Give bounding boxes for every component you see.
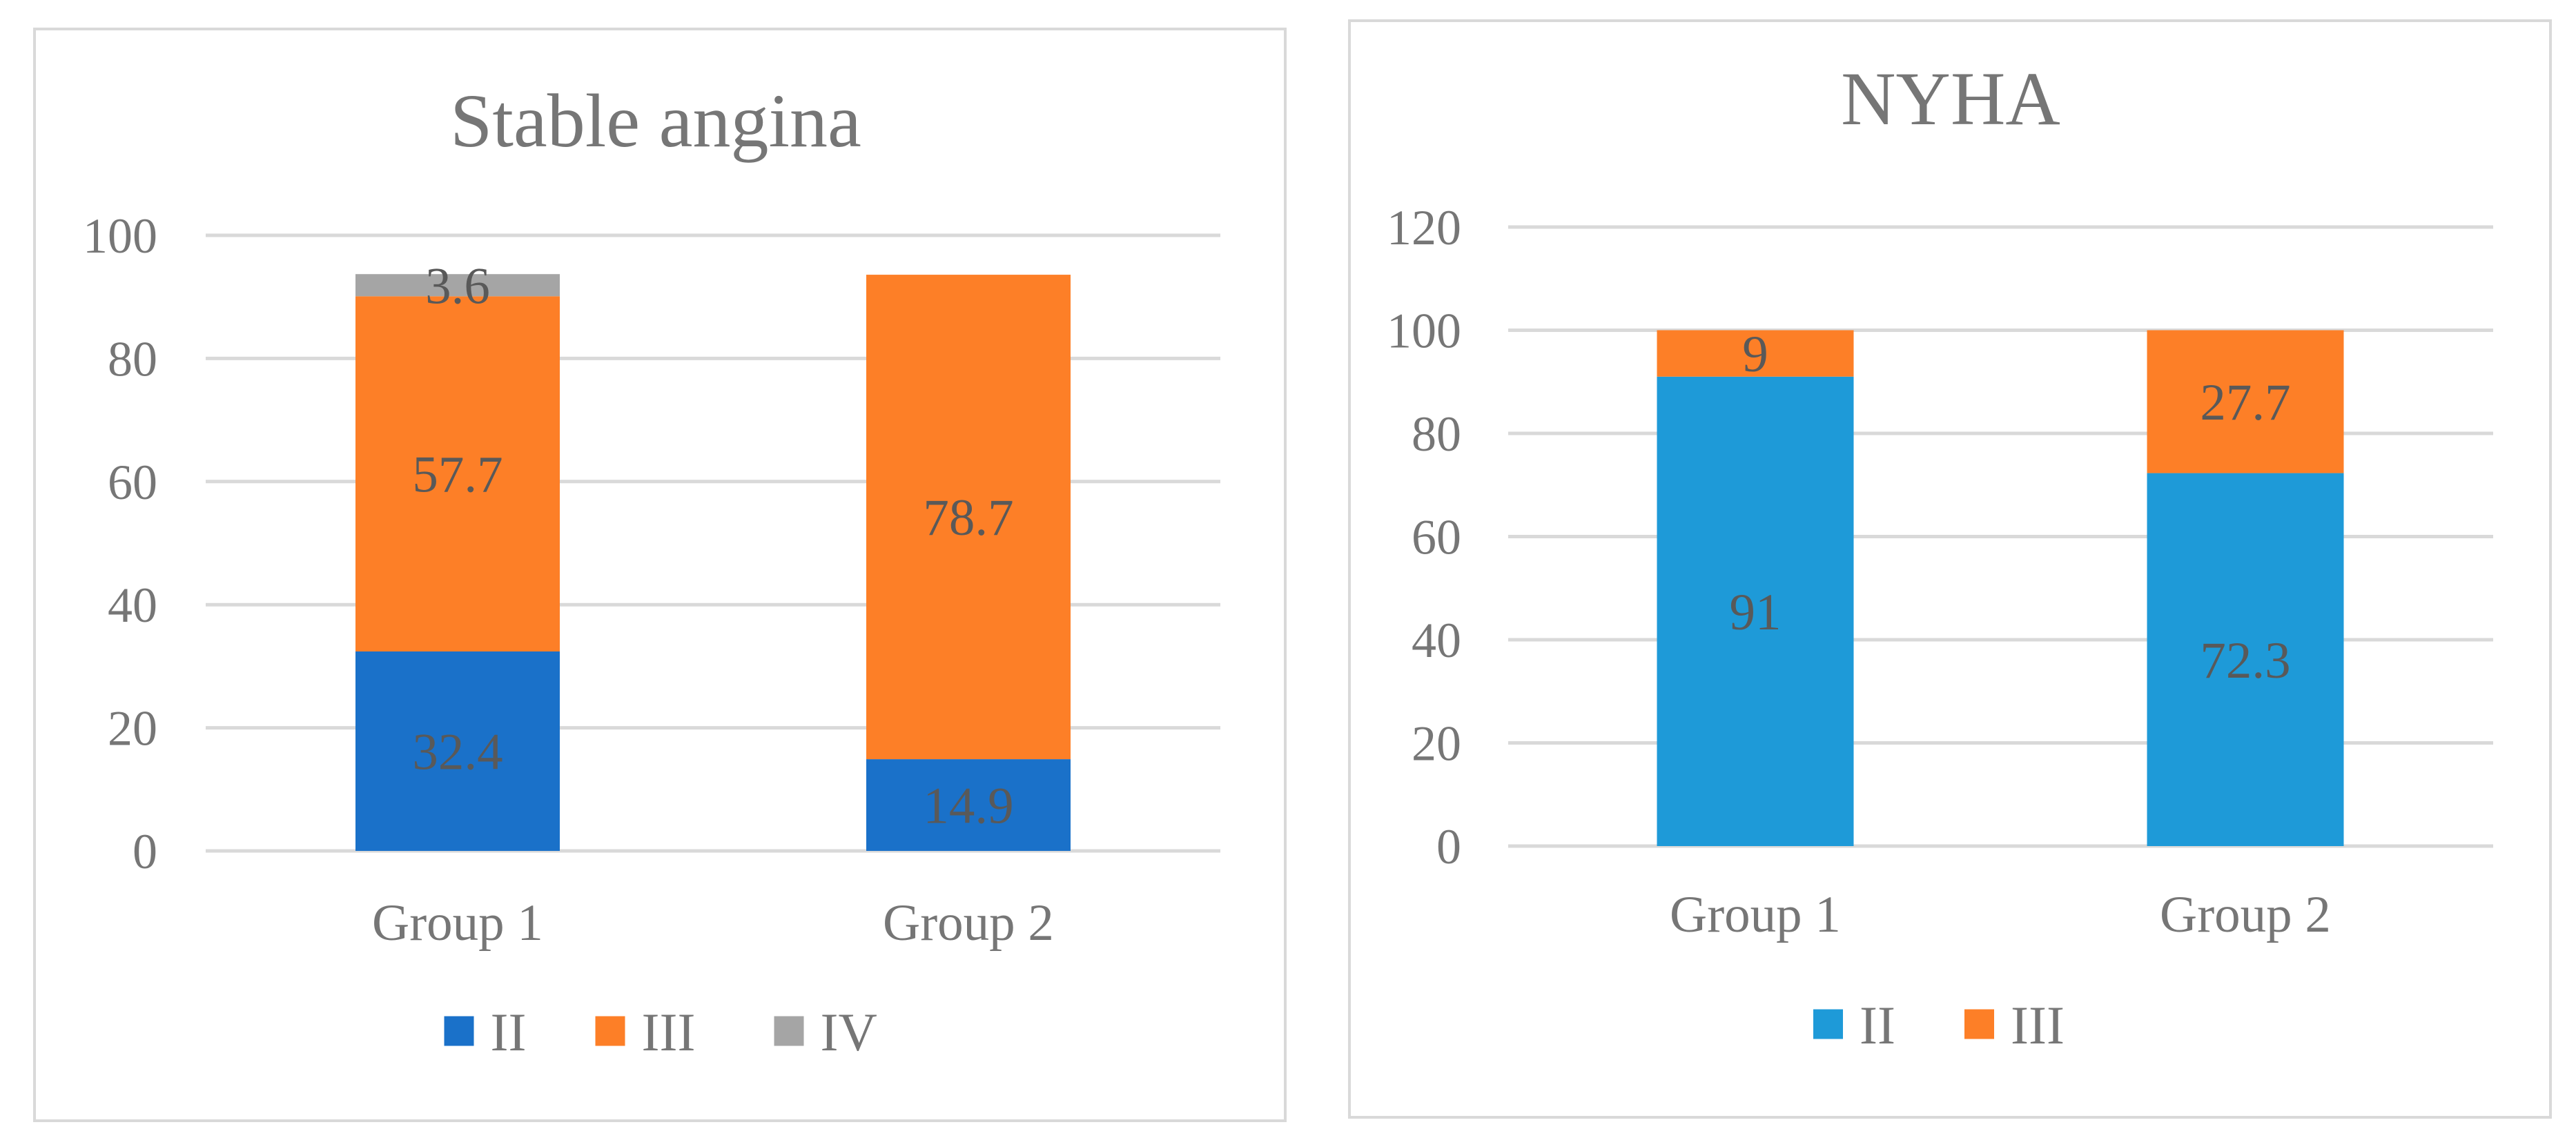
nyha-y-tick-label: 0: [1436, 819, 1461, 874]
nyha-y-tick-label: 80: [1412, 406, 1461, 462]
nyha-bar-ii-group-1: [1657, 376, 1854, 846]
stable-angina-data-label: 78.7: [923, 489, 1013, 547]
stable-angina-legend-label-iv: IV: [821, 1002, 877, 1062]
nyha-legend-swatch-ii: [1813, 1009, 1843, 1039]
nyha-chart-title: NYHA: [1841, 57, 2060, 141]
nyha-y-tick-label: 40: [1412, 613, 1461, 668]
nyha-legend: II III: [1813, 995, 2065, 1055]
stable-angina-bar-iii-group-1: [355, 296, 560, 651]
stable-angina-y-tick-label: 20: [108, 701, 157, 756]
stable-angina-chart: Stable angina 0 20 40 60 80 100 32.4 57.7 3.6 Grou…: [33, 28, 1287, 1122]
stable-angina-x-category-label: Group 1: [372, 894, 543, 952]
stable-angina-panel-border: [33, 28, 1287, 1122]
stable-angina-x-category-label: Group 2: [883, 894, 1054, 952]
stable-angina-legend-swatch-ii: [444, 1016, 474, 1046]
stable-angina-data-label: 14.9: [923, 778, 1013, 835]
stable-angina-y-tick-label: 0: [133, 824, 157, 879]
stable-angina-y-tick-label: 80: [108, 331, 157, 386]
stable-angina-y-tick-label: 100: [83, 208, 157, 264]
stable-angina-bar-iv-group-1: [355, 274, 560, 297]
stable-angina-legend-swatch-iv: [774, 1016, 804, 1046]
nyha-data-label: 91: [1730, 584, 1782, 641]
nyha-bar-iii-group-1: [1657, 330, 1854, 377]
nyha-panel-border: [1348, 19, 2552, 1119]
nyha-y-tick-label: 120: [1387, 200, 1461, 255]
stable-angina-bar-iii-group-2: [866, 275, 1071, 760]
stable-angina-data-label: 3.6: [425, 257, 490, 315]
nyha-legend-label-iii: III: [2011, 995, 2065, 1055]
stable-angina-chart-title: Stable angina: [450, 79, 861, 163]
nyha-legend-swatch-iii: [1964, 1009, 1994, 1039]
nyha-chart: NYHA 0 20 40 60 80 100 120 91 9 Group 1 72.3 27.7 Gro…: [1348, 19, 2552, 1119]
nyha-y-tick-label: 20: [1412, 716, 1461, 772]
nyha-y-tick-label: 60: [1412, 510, 1461, 565]
nyha-bar-ii-group-2: [2147, 473, 2344, 846]
nyha-data-label: 72.3: [2200, 632, 2290, 689]
stable-angina-bar-ii-group-1: [355, 651, 560, 851]
nyha-y-tick-label: 100: [1387, 304, 1461, 359]
stable-angina-y-tick-label: 40: [108, 578, 157, 633]
stable-angina-legend-swatch-iii: [595, 1016, 625, 1046]
stable-angina-legend-label-iii: III: [642, 1002, 696, 1062]
nyha-data-label: 9: [1742, 326, 1768, 383]
stable-angina-data-label: 57.7: [412, 447, 502, 504]
nyha-bar-iii-group-2: [2147, 330, 2344, 473]
stable-angina-y-tick-label: 60: [108, 455, 157, 510]
stable-angina-legend: II III IV: [444, 1002, 877, 1062]
nyha-data-label: 27.7: [2200, 374, 2290, 431]
stable-angina-legend-label-ii: II: [491, 1002, 527, 1062]
nyha-x-category-label: Group 1: [1670, 886, 1841, 943]
stable-angina-data-label: 32.4: [412, 723, 502, 781]
nyha-legend-label-ii: II: [1860, 995, 1895, 1055]
nyha-x-category-label: Group 2: [2160, 886, 2331, 943]
stable-angina-bar-ii-group-2: [866, 759, 1071, 851]
